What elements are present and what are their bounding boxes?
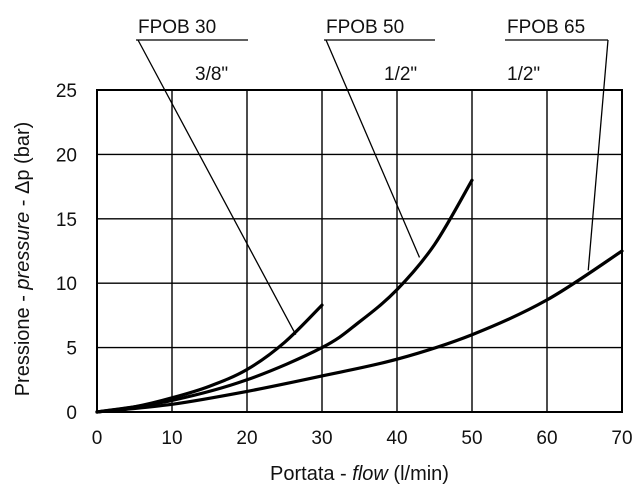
series-name-label: FPOB 65	[507, 17, 585, 38]
x-tick-label: 40	[386, 428, 407, 449]
x-tick-label: 60	[536, 428, 557, 449]
x-tick-label: 30	[311, 428, 332, 449]
x-tick-label: 70	[611, 428, 632, 449]
y-tick-label: 25	[56, 81, 77, 102]
y-axis-label-pre: Pressione -	[12, 290, 34, 397]
callouts: FPOB 30 3/8" FPOB 50 1/2" FPOB 65 1/2"	[136, 17, 609, 336]
series-size-label: 3/8"	[195, 64, 228, 85]
series-name-label: FPOB 30	[138, 17, 216, 38]
callout-leader-line	[587, 39, 609, 271]
y-tick-labels: 0 5 10 15 20 25	[56, 81, 77, 424]
x-axis-label-pre: Portata -	[270, 463, 352, 485]
y-tick-label: 10	[56, 274, 77, 295]
series-line	[95, 249, 624, 414]
x-axis-label-post: (l/min)	[388, 463, 449, 485]
y-axis-label-italic: pressure	[12, 212, 34, 291]
x-tick-label: 20	[236, 428, 257, 449]
y-tick-label: 5	[66, 339, 77, 360]
callout-leader-line	[325, 39, 421, 258]
callout-leader-line	[137, 39, 297, 336]
y-tick-label: 0	[66, 403, 77, 424]
y-tick-label: 15	[56, 210, 77, 231]
x-axis-label-italic: flow	[352, 463, 389, 485]
y-axis-label-post: - Δp (bar)	[12, 122, 34, 212]
grid	[97, 90, 622, 412]
x-tick-label: 0	[92, 428, 103, 449]
y-axis-label: Pressione - pressure - Δp (bar)	[12, 122, 34, 397]
x-tick-labels: 0 10 20 30 40 50 60 70	[92, 428, 633, 449]
curves	[95, 178, 624, 414]
series-name-label: FPOB 50	[326, 17, 404, 38]
x-axis-label: Portata - flow (l/min)	[270, 463, 449, 485]
x-tick-label: 10	[161, 428, 182, 449]
series-size-label: 1/2"	[507, 64, 540, 85]
callout: FPOB 30 3/8"	[136, 17, 297, 336]
callout: FPOB 50 1/2"	[324, 17, 435, 258]
series-line	[95, 178, 474, 414]
y-tick-label: 20	[56, 145, 77, 166]
plot-frame	[96, 89, 623, 413]
x-tick-label: 50	[461, 428, 482, 449]
callout: FPOB 65 1/2"	[505, 17, 609, 271]
series-size-label: 1/2"	[384, 64, 417, 85]
